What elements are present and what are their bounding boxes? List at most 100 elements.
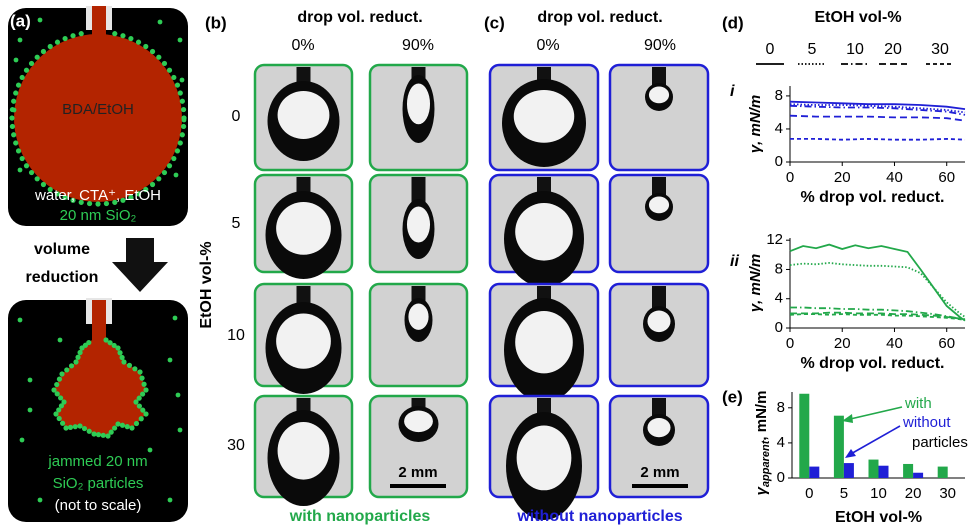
arrow-label: reduction [26,269,99,286]
arrow-label: volume [34,241,90,258]
column-label: 0% [536,37,559,54]
particle [101,433,106,438]
y-tick-label: 4 [777,434,785,451]
particle [134,421,139,426]
particle [18,318,23,323]
column-header: drop vol. reduct. [537,9,662,26]
bar [834,416,844,478]
y-axis-label-part: , mN/m [753,391,770,441]
particle [137,369,142,374]
particle [75,355,80,360]
particle [115,345,120,350]
particle [120,33,125,38]
particle [59,371,64,376]
particle [133,399,138,404]
particle [156,176,161,181]
particle [13,140,18,145]
caption: with nanoparticles [289,508,431,525]
panel-label: (a) [10,11,31,30]
x-tick-label: 0 [786,169,794,186]
particle [54,382,59,387]
column-label: 90% [644,37,676,54]
particle [35,176,40,181]
particle [16,148,21,153]
column-header: drop vol. reduct. [297,9,422,26]
bar [879,466,889,478]
particle [178,90,183,95]
panel-label: (e) [722,387,743,406]
particle [119,355,124,360]
particle [143,411,148,416]
particle [28,378,33,383]
particle [178,140,183,145]
arrow [846,407,902,420]
particle [58,338,63,343]
x-axis-label: % drop vol. reduct. [800,189,944,206]
particle [16,82,21,87]
drop-highlight [649,197,669,214]
particle [121,359,126,364]
x-tick-label: 60 [938,335,955,352]
particle-label: 20 nm SiO₂ [60,207,137,224]
particle [162,61,167,66]
row-label: 10 [227,327,245,344]
particle [125,424,130,429]
particle [58,395,63,400]
scale-bar [632,484,688,488]
column-label: 0% [291,37,314,54]
drop-highlight [278,422,330,480]
particle [175,148,180,153]
y-tick-label: 4 [775,290,783,307]
legend-label: without [902,414,951,431]
particle [120,423,125,428]
particle [29,170,34,175]
particle [182,118,187,123]
bar [913,473,923,478]
particle [128,36,133,41]
figure: 2 mm2 mm (a) BDA/EtOH water, CTA⁺, EtOH … [0,0,969,527]
annotation: particles [912,434,968,451]
particle [178,428,183,433]
particle [51,387,56,392]
drop-highlight [407,207,430,243]
particle [20,156,25,161]
particle [175,82,180,87]
particle [20,75,25,80]
panel-label: (c) [484,13,505,32]
x-tick-label: 0 [786,335,794,352]
bar [809,467,819,478]
legend-label: 0 [766,41,775,58]
particle [139,416,144,421]
x-tick-label: 40 [886,169,903,186]
row-label: 5 [232,215,241,232]
particle [180,132,185,137]
particle [62,36,67,41]
particle [168,358,173,363]
medium-label: water, CTA⁺, EtOH [34,187,161,204]
photos: 2 mm2 mm [255,65,708,520]
bar [938,467,948,478]
drop-highlight [647,418,670,437]
particle [158,20,163,25]
particle [38,498,43,503]
particle [171,156,176,161]
particle [127,363,132,368]
particle [35,55,40,60]
drop-highlight [276,202,331,255]
particle [167,68,172,73]
drop-highlight [515,311,573,373]
particle [73,424,78,429]
particle [140,391,145,396]
particle [139,376,144,381]
y-tick-label: 0 [775,319,783,336]
legend-title: EtOH vol-% [814,9,901,26]
particle [48,44,53,49]
particle [115,421,120,426]
particle [61,399,66,404]
series-line [790,106,965,115]
x-tick-label: 10 [870,485,887,502]
bar [903,464,913,478]
drop-highlight [517,426,572,491]
particle [9,115,14,120]
legend-label: with [904,395,932,412]
